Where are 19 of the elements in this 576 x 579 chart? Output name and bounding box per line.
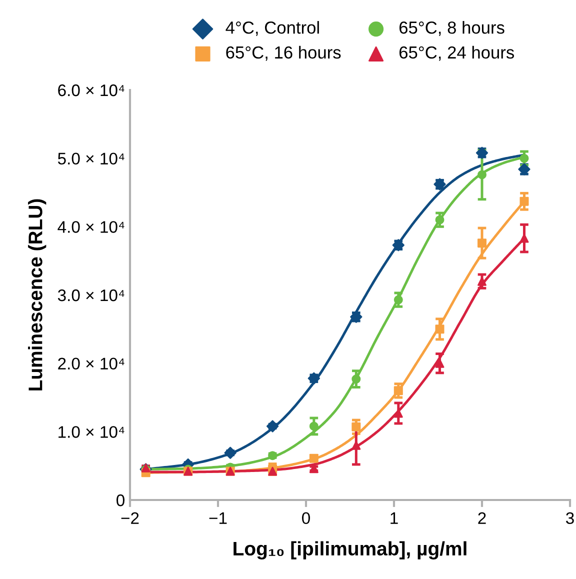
x-tick-label: −1 — [209, 512, 227, 524]
y-tick-label: 3.0 × 10⁴ — [58, 289, 124, 302]
y-tick-label: 2.0 × 10⁴ — [58, 358, 124, 370]
legend-label: 65°C, 16 hours — [226, 46, 341, 61]
x-axis-title: Log₁₀ [ipilimumab], µg/ml — [234, 541, 466, 560]
y-tick-label: 0 — [116, 494, 124, 506]
y-tick-label: 6.0 × 10⁴ — [58, 84, 124, 96]
legend-label: 65°C, 8 hours — [399, 21, 504, 36]
x-tick-label: −2 — [121, 512, 139, 524]
y-tick-label: 5.0 × 10⁴ — [58, 152, 124, 165]
y-axis-title: Luminescence (RLU) — [28, 199, 46, 390]
y-tick-label: 4.0 × 10⁴ — [58, 221, 124, 233]
x-tick-label: 3 — [566, 512, 574, 524]
x-tick-label: 1 — [390, 512, 398, 524]
legend-label: 4°C, Control — [226, 21, 319, 36]
x-tick-label: 0 — [302, 512, 310, 524]
x-tick-label: 2 — [478, 512, 486, 524]
y-tick-label: 1.0 × 10⁴ — [58, 426, 124, 438]
legend-label: 65°C, 24 hours — [399, 46, 514, 61]
